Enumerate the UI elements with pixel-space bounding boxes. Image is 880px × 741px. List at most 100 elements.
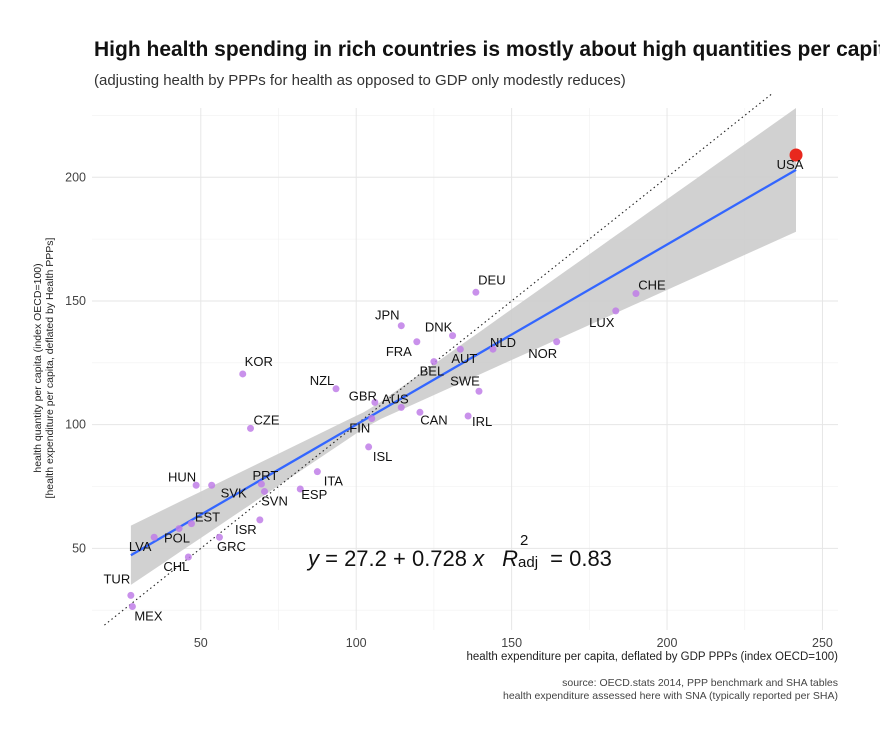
point-fin bbox=[368, 414, 376, 422]
data-points bbox=[127, 148, 803, 610]
point-prt bbox=[257, 480, 265, 488]
label-bel: BEL bbox=[420, 364, 445, 379]
point-tur bbox=[127, 591, 135, 599]
y-tick-label: 100 bbox=[65, 418, 86, 432]
point-chl bbox=[184, 553, 192, 561]
chart-title: High health spending in rich countries i… bbox=[94, 38, 880, 61]
x-tick-label: 250 bbox=[812, 636, 833, 650]
label-svn: SVN bbox=[261, 493, 288, 508]
label-tur: TUR bbox=[103, 571, 130, 586]
label-grc: GRC bbox=[217, 539, 246, 554]
equation-r-adj-sub: adj bbox=[518, 554, 539, 571]
x-tick-label: 50 bbox=[194, 636, 208, 650]
equation-y: y bbox=[308, 546, 319, 571]
label-aus: AUS bbox=[382, 391, 409, 406]
point-deu bbox=[472, 288, 480, 296]
label-chl: CHL bbox=[163, 559, 189, 574]
confidence-band bbox=[130, 108, 796, 585]
regression-equation: y = 27.2 + 0.728 x R 2 adj = 0.83 bbox=[308, 532, 612, 572]
point-ita bbox=[313, 468, 321, 476]
point-svn bbox=[261, 487, 269, 495]
reference-line bbox=[104, 92, 774, 626]
point-can bbox=[416, 408, 424, 416]
point-isl bbox=[365, 443, 373, 451]
point-mex bbox=[128, 602, 136, 610]
label-prt: PRT bbox=[253, 468, 279, 483]
caption: source: OECD.stats 2014, PPP benchmark a… bbox=[503, 677, 838, 703]
label-kor: KOR bbox=[245, 354, 273, 369]
point-aus bbox=[397, 403, 405, 411]
point-fra bbox=[413, 338, 421, 346]
point-lva bbox=[150, 533, 158, 541]
point-jpn bbox=[397, 322, 405, 330]
equation-r2-value: = 0.83 bbox=[544, 546, 612, 571]
x-tick-label: 100 bbox=[346, 636, 367, 650]
label-aut: AUT bbox=[451, 351, 477, 366]
point-kor bbox=[239, 370, 247, 378]
x-tick-label: 200 bbox=[657, 636, 678, 650]
label-lux: LUX bbox=[589, 315, 615, 330]
point-nld bbox=[489, 345, 497, 353]
point-labels: USA CHE LUX NOR DEU NLD DNK JPN FRA AUT BEL SWE IRL A… bbox=[103, 157, 803, 623]
label-cze: CZE bbox=[254, 412, 280, 427]
label-nld: NLD bbox=[490, 335, 516, 350]
point-nor bbox=[553, 338, 561, 346]
point-svk bbox=[208, 481, 216, 489]
label-fin: FIN bbox=[349, 420, 370, 435]
point-cze bbox=[247, 424, 255, 432]
axis-ticks: 50 100 150 200 250 50 100 150 200 bbox=[65, 170, 833, 650]
y-axis-label-line2: [health expenditure per capita, deflated… bbox=[44, 237, 56, 499]
label-hun: HUN bbox=[168, 469, 196, 484]
label-esp: ESP bbox=[301, 487, 327, 502]
equation-x: x bbox=[473, 546, 485, 571]
point-gbr bbox=[371, 398, 379, 406]
point-nzl bbox=[332, 385, 340, 393]
equation-r-squared-sup: 2 bbox=[520, 532, 529, 549]
point-irl bbox=[464, 412, 472, 420]
x-tick-label: 150 bbox=[501, 636, 522, 650]
equation-r: R bbox=[502, 546, 519, 571]
label-lva: LVA bbox=[129, 539, 152, 554]
point-hun bbox=[192, 481, 200, 489]
y-tick-label: 50 bbox=[72, 541, 86, 555]
equation-terms: = 27.2 + 0.728 bbox=[319, 546, 474, 571]
label-fra: FRA bbox=[386, 344, 412, 359]
label-irl: IRL bbox=[472, 414, 492, 429]
label-mex: MEX bbox=[134, 608, 163, 623]
label-nor: NOR bbox=[528, 346, 557, 361]
point-bel bbox=[430, 358, 438, 366]
label-usa: USA bbox=[777, 157, 804, 172]
point-aut bbox=[456, 345, 464, 353]
fit-line bbox=[130, 168, 797, 557]
point-pol bbox=[175, 525, 183, 533]
point-dnk bbox=[449, 332, 457, 340]
regression-line bbox=[130, 168, 797, 557]
chart-subtitle: (adjusting health by PPPs for health as … bbox=[94, 72, 626, 89]
point-che bbox=[632, 290, 640, 298]
label-swe: SWE bbox=[450, 373, 480, 388]
identity-line bbox=[104, 92, 774, 626]
label-svk: SVK bbox=[221, 485, 247, 500]
label-pol: POL bbox=[164, 531, 190, 546]
label-ita: ITA bbox=[324, 474, 344, 489]
y-axis-label-line1: health quantity per capita (index OECD=1… bbox=[32, 263, 44, 473]
y-tick-label: 200 bbox=[65, 170, 86, 184]
label-est: EST bbox=[195, 510, 220, 525]
point-isr bbox=[256, 516, 264, 524]
point-esp bbox=[296, 485, 304, 493]
label-deu: DEU bbox=[478, 272, 505, 287]
label-gbr: GBR bbox=[349, 388, 377, 403]
x-axis-label: health expenditure per capita, deflated … bbox=[466, 651, 838, 663]
caption-note: health expenditure assessed here with SN… bbox=[502, 690, 838, 702]
point-usa bbox=[789, 148, 803, 162]
confidence-band-area bbox=[130, 108, 796, 585]
point-est bbox=[187, 520, 195, 528]
label-jpn: JPN bbox=[375, 308, 400, 323]
point-lux bbox=[612, 307, 620, 315]
label-isr: ISR bbox=[235, 522, 257, 537]
y-tick-label: 150 bbox=[65, 294, 86, 308]
label-che: CHE bbox=[638, 278, 666, 293]
point-grc bbox=[215, 533, 223, 541]
label-nzl: NZL bbox=[310, 373, 335, 388]
